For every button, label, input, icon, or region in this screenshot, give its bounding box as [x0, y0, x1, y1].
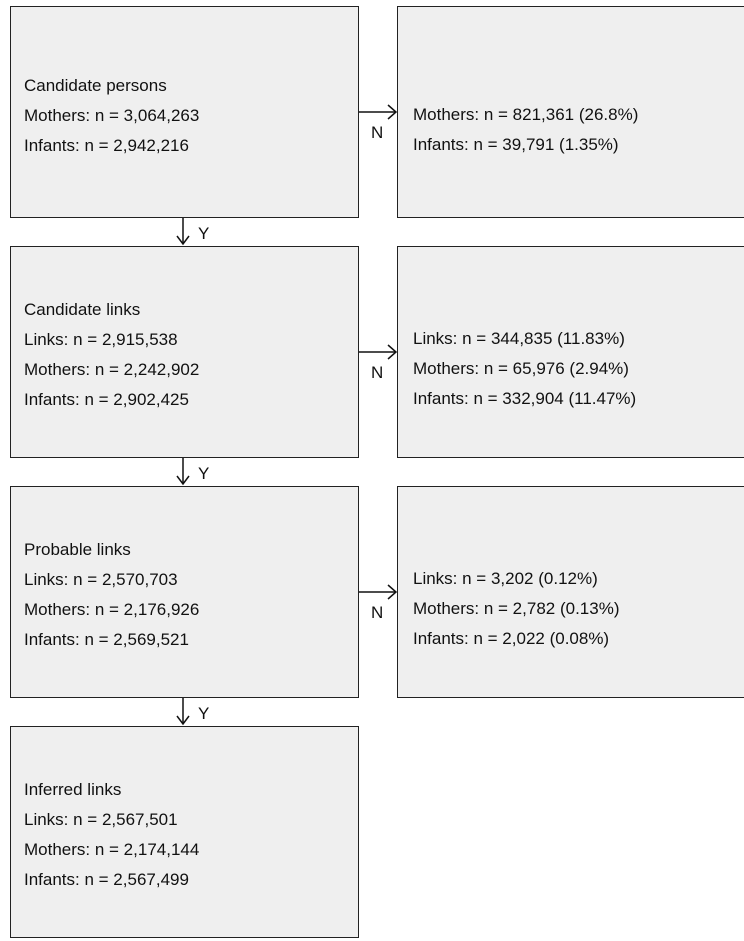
- edge-label-no: N: [371, 123, 384, 142]
- box-title: Probable links: [24, 540, 131, 559]
- box-line: Links: n = 3,202 (0.12%): [413, 569, 598, 588]
- box-line: Mothers: n = 821,361 (26.8%): [413, 105, 639, 124]
- box-line: Links: n = 2,567,501: [24, 810, 178, 829]
- edge-label-no: N: [371, 603, 384, 622]
- box-candidate-persons: Candidate persons Mothers: n = 3,064,263…: [10, 6, 359, 218]
- box-excluded-persons: Mothers: n = 821,361 (26.8%) Infants: n …: [397, 6, 744, 218]
- box-line: Mothers: n = 2,782 (0.13%): [413, 599, 620, 618]
- box-line: Mothers: n = 3,064,263: [24, 106, 200, 125]
- box-inferred-links: Inferred links Links: n = 2,567,501 Moth…: [10, 726, 359, 938]
- box-line: Infants: n = 39,791 (1.35%): [413, 135, 619, 154]
- box-line: Links: n = 344,835 (11.83%): [413, 329, 625, 348]
- arrowhead-right-3: [387, 584, 398, 600]
- arrowhead-down-3: [176, 715, 190, 726]
- box-line: Infants: n = 2,902,425: [24, 390, 189, 409]
- box-line: Infants: n = 2,569,521: [24, 630, 189, 649]
- box-line: Mothers: n = 2,176,926: [24, 600, 200, 619]
- box-title: Candidate persons: [24, 76, 167, 95]
- arrowhead-down-2: [176, 475, 190, 486]
- box-line: Mothers: n = 2,174,144: [24, 840, 200, 859]
- box-line: Links: n = 2,570,703: [24, 570, 178, 589]
- box-probable-links: Probable links Links: n = 2,570,703 Moth…: [10, 486, 359, 698]
- box-title: Candidate links: [24, 300, 141, 319]
- box-line: Links: n = 2,915,538: [24, 330, 178, 349]
- box-excluded-probable-links: Links: n = 3,202 (0.12%) Mothers: n = 2,…: [397, 486, 744, 698]
- edge-label-yes: Y: [198, 704, 210, 723]
- box-line: Infants: n = 2,942,216: [24, 136, 189, 155]
- box-line: Infants: n = 2,567,499: [24, 870, 189, 889]
- box-candidate-links: Candidate links Links: n = 2,915,538 Mot…: [10, 246, 359, 458]
- arrowhead-down-1: [176, 235, 190, 246]
- arrowhead-right-2: [387, 344, 398, 360]
- edge-label-yes: Y: [198, 224, 210, 243]
- edge-label-no: N: [371, 363, 384, 382]
- box-excluded-candidate-links: Links: n = 344,835 (11.83%) Mothers: n =…: [397, 246, 744, 458]
- arrowhead-right-1: [387, 104, 398, 120]
- box-title: Inferred links: [24, 780, 122, 799]
- edge-label-yes: Y: [198, 464, 210, 483]
- box-line: Infants: n = 2,022 (0.08%): [413, 629, 610, 648]
- box-line: Mothers: n = 65,976 (2.94%): [413, 359, 629, 378]
- box-line: Mothers: n = 2,242,902: [24, 360, 200, 379]
- box-line: Infants: n = 332,904 (11.47%): [413, 389, 637, 408]
